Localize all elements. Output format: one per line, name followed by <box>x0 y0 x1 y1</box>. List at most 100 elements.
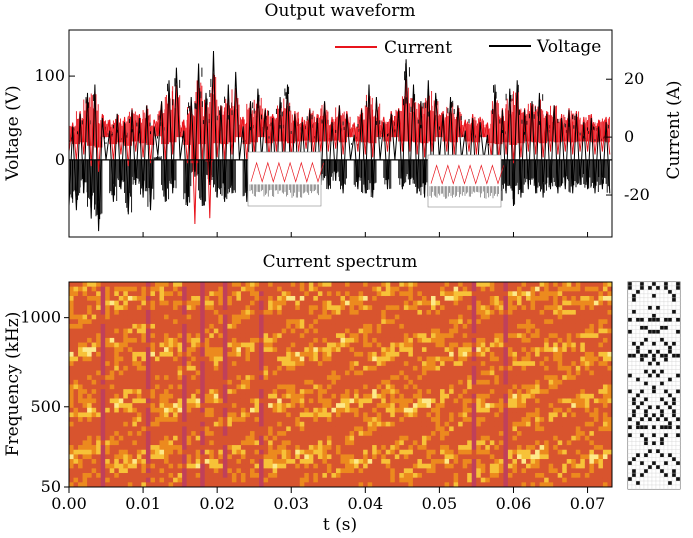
heatmap-cell <box>471 431 477 437</box>
heatmap-cell <box>159 435 165 441</box>
heatmap-cell <box>290 286 296 292</box>
heatmap-cell <box>512 347 518 353</box>
heatmap-cell <box>277 421 283 427</box>
heatmap-cell <box>535 342 541 348</box>
heatmap-cell <box>277 412 283 418</box>
heatmap-cell <box>426 351 432 357</box>
heatmap-cell <box>345 459 350 465</box>
heatmap-cell <box>553 282 559 288</box>
heatmap-cell <box>471 384 477 390</box>
heatmap-cell <box>240 333 246 339</box>
heatmap-cell <box>281 463 287 469</box>
heatmap-cell <box>123 286 129 292</box>
heatmap-cell <box>231 468 237 474</box>
heatmap-cell <box>394 323 400 329</box>
heatmap-cell <box>132 314 138 320</box>
heatmap-cell <box>553 473 559 479</box>
heatmap-cell <box>290 379 296 385</box>
heatmap-cell <box>150 323 156 329</box>
heatmap-cell <box>571 431 577 437</box>
heatmap-cell <box>354 291 360 297</box>
heatmap-cell <box>358 375 364 381</box>
heatmap-cell <box>204 375 210 381</box>
heatmap-cell <box>503 300 509 306</box>
heatmap-cell <box>498 459 504 465</box>
heatmap-cell <box>322 384 328 390</box>
heatmap-cell <box>222 421 228 427</box>
heatmap-cell <box>381 477 387 483</box>
heatmap-cell <box>453 421 459 427</box>
heatmap-cell <box>82 379 88 385</box>
heatmap-cell <box>204 337 210 343</box>
heatmap-cell <box>335 337 341 343</box>
heatmap-cell <box>82 295 88 302</box>
heatmap-cell <box>82 440 88 446</box>
heatmap-cell <box>272 449 278 455</box>
heatmap-cell <box>295 426 301 432</box>
heatmap-cell <box>494 309 500 316</box>
heatmap-cell <box>114 319 120 325</box>
heatmap-cell <box>159 314 165 320</box>
heatmap-cell <box>299 300 305 306</box>
heatmap-cell <box>87 435 93 441</box>
heatmap-cell <box>354 473 360 479</box>
heatmap-cell <box>476 333 482 339</box>
heatmap-cell <box>381 417 387 423</box>
heatmap-cell <box>114 333 120 339</box>
heatmap-cell <box>498 319 504 325</box>
heatmap-cell <box>440 309 445 316</box>
heatmap-cell <box>548 445 554 451</box>
heatmap-cell <box>571 477 577 483</box>
heatmap-cell <box>240 319 246 325</box>
heatmap-cell <box>73 351 79 357</box>
heatmap-cell <box>317 435 323 441</box>
heatmap-cell <box>421 282 427 288</box>
heatmap-cell <box>322 300 328 306</box>
heatmap-cell <box>295 319 301 325</box>
heatmap-cell <box>259 375 264 381</box>
heatmap-cell <box>345 421 350 427</box>
heatmap-cell <box>516 459 522 465</box>
heatmap-cell <box>295 407 301 413</box>
heatmap-cell <box>539 333 545 339</box>
heatmap-cell <box>367 407 373 413</box>
heatmap-cell <box>209 370 215 376</box>
heatmap-cell <box>385 365 391 371</box>
heatmap-cell <box>358 482 364 487</box>
heatmap-cell <box>141 347 147 353</box>
heatmap-cell <box>150 370 156 376</box>
heatmap-cell <box>100 403 106 409</box>
heatmap-cell <box>453 282 459 288</box>
heatmap-cell <box>286 356 292 362</box>
heatmap-cell <box>426 370 432 376</box>
heatmap-cell <box>381 375 387 381</box>
heatmap-cell <box>562 282 568 288</box>
heatmap-cell <box>96 370 102 376</box>
heatmap-cell <box>417 449 423 455</box>
heatmap-cell <box>105 482 111 487</box>
heatmap-cell <box>539 384 545 390</box>
heatmap-cell <box>109 361 115 367</box>
heatmap-cell <box>335 393 341 399</box>
heatmap-cell <box>444 291 450 297</box>
heatmap-cell <box>426 295 432 302</box>
heatmap-cell <box>145 426 151 432</box>
heatmap-cell <box>109 482 115 487</box>
heatmap-cell <box>69 482 74 487</box>
heatmap-cell <box>304 384 310 390</box>
heatmap-cell <box>553 333 559 339</box>
heatmap-cell <box>69 347 74 353</box>
heatmap-cell <box>358 361 364 367</box>
heatmap-cell <box>191 454 197 460</box>
heatmap-cell <box>145 309 151 316</box>
heatmap-cell <box>204 314 210 320</box>
heatmap-cell <box>286 440 292 446</box>
heatmap-cell <box>87 389 93 395</box>
heatmap-cell <box>145 417 151 423</box>
heatmap-cell <box>286 314 292 320</box>
heatmap-cell <box>471 282 477 288</box>
heatmap-cell <box>290 454 296 460</box>
heatmap-cell <box>308 347 314 353</box>
heatmap-cell <box>335 421 341 427</box>
heatmap-cell <box>177 431 183 437</box>
